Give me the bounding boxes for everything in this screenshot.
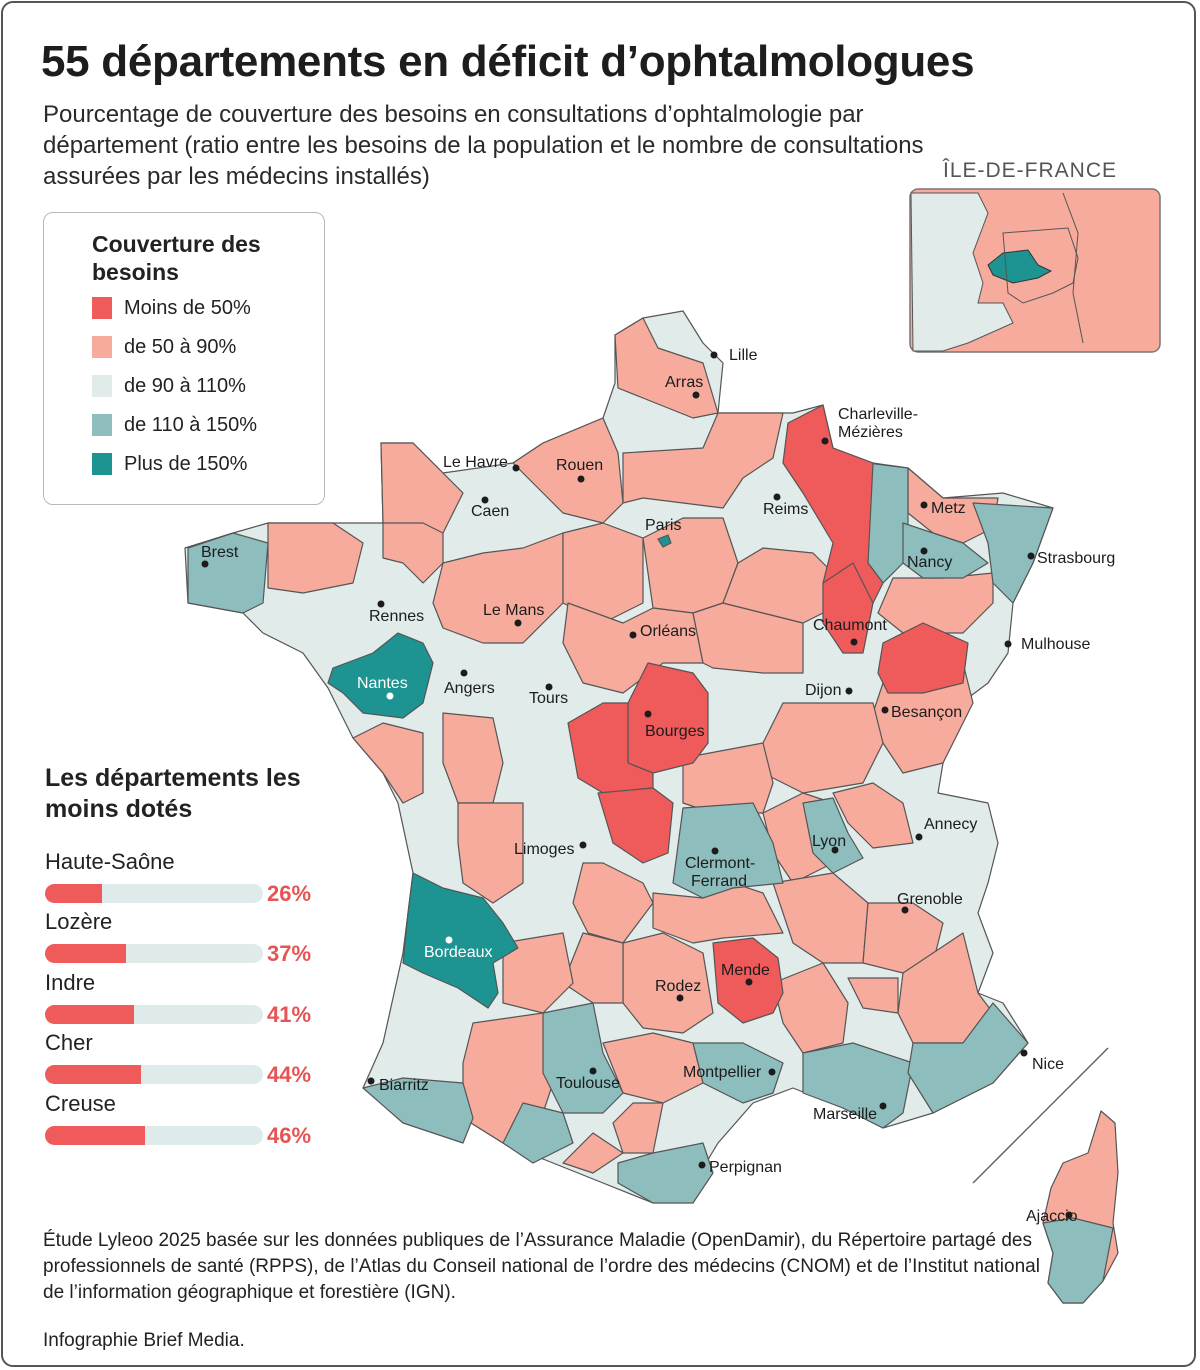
ranking-bar-track [45,1126,263,1145]
city-label: Biarritz [379,1077,429,1094]
ranking-title: Les départements les moins dotés [45,764,301,823]
city-label: Bordeaux [424,944,493,961]
subtitle: Pourcentage de couverture des besoins en… [43,101,924,190]
city-label: Rodez [655,978,701,995]
city-label: Toulouse [556,1075,620,1092]
city-label: Marseille [813,1106,877,1123]
ranking-row: Haute-Saône 26% [45,849,335,909]
ranking-bar-fill [45,1126,146,1145]
legend-label: de 90 à 110% [124,374,246,397]
legend-item: Plus de 150% [92,451,247,477]
city-label: Rennes [369,608,424,625]
ranking-bar-fill [45,1065,141,1084]
city-label: Dijon [805,682,841,699]
city-label: Bourges [645,723,705,740]
ranking-percent: 37% [267,941,312,966]
ranking-row: Lozère 37% [45,909,335,969]
legend-swatch [92,375,112,397]
legend-swatch [92,297,112,319]
city-label: Nice [1032,1056,1064,1073]
legend-swatch [92,414,112,436]
ranking-bar-track [45,884,263,903]
ranking-bar-track [45,1065,263,1084]
ranking-percent: 26% [267,881,312,906]
city-label: Ferrand [691,873,747,890]
inset-ile-de-france [909,188,1161,353]
city-label: Clermont- [685,855,755,872]
city-label: Ajaccio [1026,1208,1078,1225]
ranking-bar-fill [45,884,102,903]
city-label: Limoges [514,841,574,858]
legend-label: de 50 à 90% [124,335,237,358]
legend-item: de 50 à 90% [92,334,236,360]
city-label: Caen [471,503,509,520]
inset-title: ÎLE-DE-FRANCE [943,159,1118,182]
ranking-bar-fill [45,944,126,963]
legend: Couverture des besoins Moins de 50% de 5… [43,212,325,505]
ranking-name: Creuse [45,1091,116,1116]
ranking-row: Indre 41% [45,970,335,1030]
city-label: Le Mans [483,602,544,619]
ranking-name: Haute-Saône [45,849,175,874]
legend-label: Moins de 50% [124,296,251,319]
legend-item: de 110 à 150% [92,412,257,438]
ranking-percent: 46% [267,1123,312,1148]
ranking-row: Creuse 46% [45,1091,335,1151]
ranking-name: Cher [45,1030,93,1055]
city-label: Lyon [812,833,846,850]
legend-swatch [92,453,112,475]
city-label: Strasbourg [1037,550,1115,567]
city-label: Rouen [556,457,603,474]
city-label: Le Havre [443,454,508,471]
city-label: Angers [444,680,495,697]
ranking-bar-track [45,1005,263,1024]
legend-item: Moins de 50% [92,295,251,321]
ranking-row: Cher 44% [45,1030,335,1090]
city-label: Besançon [891,704,962,721]
legend-item: de 90 à 110% [92,373,246,399]
ranking-name: Indre [45,970,96,995]
city-label: Mézières [838,424,903,441]
ranking-name: Lozère [45,909,113,934]
legend-swatch [92,336,112,358]
city-label: Reims [763,501,808,518]
city-label: Arras [665,374,703,391]
legend-title: Couverture des besoins [92,231,261,285]
ranking-bar-fill [45,1005,135,1024]
city-label: Orléans [640,623,696,640]
ranking-bar-track [45,944,263,963]
ranking-percent: 44% [267,1062,312,1087]
city-label: Chaumont [813,617,887,634]
city-label: Paris [645,517,681,534]
legend-label: Plus de 150% [124,452,248,475]
city-label: Mende [721,962,770,979]
city-label: Grenoble [897,891,963,908]
city-label: Nancy [907,554,952,571]
city-label: Montpellier [683,1064,762,1081]
legend-label: de 110 à 150% [124,413,258,436]
city-label: Tours [529,690,568,707]
city-label: Nantes [357,675,408,692]
city-label: Mulhouse [1021,636,1090,653]
city-label: Brest [201,544,239,561]
france-map: Lille Arras Charleville- Mézières Le Hav… [184,188,1161,1304]
city-label: Annecy [924,816,977,833]
city-label: Lille [729,347,758,364]
page-title: 55 départements en déficit d’ophtalmolog… [41,37,975,86]
city-label: Metz [931,500,966,517]
city-label: Charleville- [838,406,918,423]
credit-line: Infographie Brief Media. [43,1330,245,1351]
ranking-percent: 41% [267,1002,312,1027]
city-label: Perpignan [709,1159,782,1176]
source-footnote: Étude Lyleoo 2025 basée sur les données … [43,1230,1040,1303]
